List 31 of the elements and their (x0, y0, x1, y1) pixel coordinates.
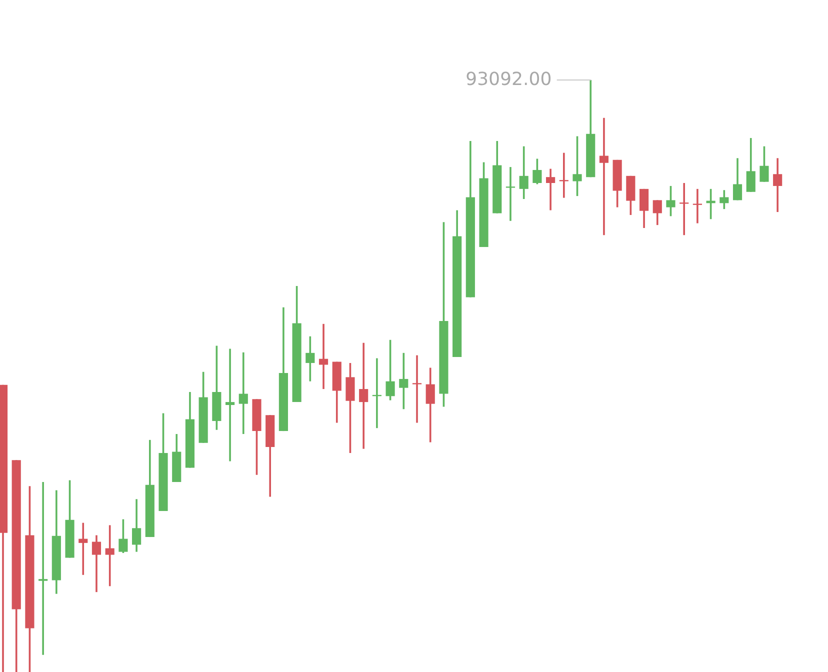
candlestick (399, 352, 408, 410)
candlestick (666, 185, 676, 218)
candlestick (132, 498, 142, 553)
candlestick (746, 137, 756, 193)
candlestick (760, 145, 769, 183)
candlestick (652, 199, 662, 226)
candlestick (92, 534, 102, 593)
candlestick (412, 354, 422, 424)
annotation: 93092.00 (466, 72, 551, 86)
candlestick (639, 188, 649, 229)
candlestick (238, 351, 248, 435)
candlestick (732, 157, 742, 202)
candlestick (318, 323, 328, 390)
candlestick (532, 158, 542, 186)
candlestick (599, 116, 609, 236)
candlestick (225, 348, 235, 462)
candlestick (346, 362, 355, 454)
candlestick (359, 342, 368, 450)
candlestick (386, 338, 395, 402)
candlestick (546, 168, 556, 212)
candlestick (306, 335, 315, 382)
candlestick (426, 366, 435, 444)
candlestick (118, 518, 128, 554)
candlestick (519, 145, 528, 200)
candlestick (692, 188, 702, 224)
candlestick (572, 135, 582, 197)
candlestick (78, 522, 88, 576)
candlestick (773, 157, 782, 213)
candlestick (38, 481, 48, 656)
candlestick (105, 524, 114, 588)
candlestick (720, 189, 729, 210)
